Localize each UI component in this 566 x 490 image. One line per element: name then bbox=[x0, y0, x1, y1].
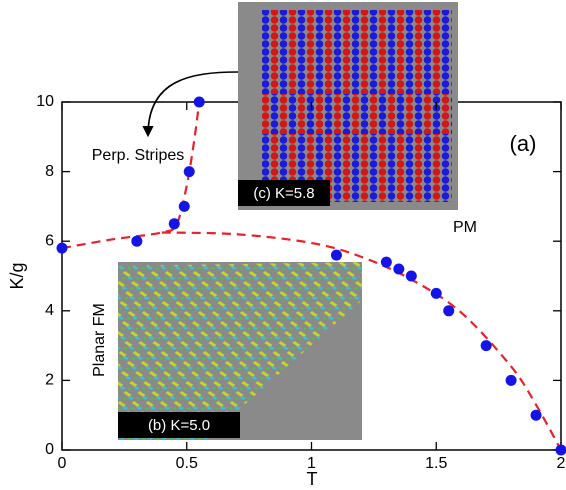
panel-label: (a) bbox=[510, 131, 537, 156]
data-point bbox=[193, 96, 205, 108]
y-tick-label: 0 bbox=[45, 441, 54, 458]
y-axis-label: K/g bbox=[7, 262, 27, 289]
data-point bbox=[430, 287, 442, 299]
inset-b-spins bbox=[118, 262, 362, 440]
inset-c-label: (c) K=5.8 bbox=[253, 185, 314, 202]
y-tick-label: 10 bbox=[36, 93, 54, 110]
inset-c-label-box bbox=[238, 180, 330, 206]
annotation: Perp. Stripes bbox=[92, 147, 184, 164]
x-tick-label: 2 bbox=[557, 455, 566, 472]
data-point bbox=[131, 235, 143, 247]
data-point bbox=[183, 166, 195, 178]
data-point bbox=[505, 374, 517, 386]
x-axis-label: T bbox=[307, 469, 318, 489]
data-point bbox=[380, 256, 392, 268]
inset-b-label: (b) K=5.0 bbox=[148, 417, 210, 434]
inset-c: (c) K=5.8 bbox=[238, 2, 458, 210]
data-point bbox=[530, 409, 542, 421]
data-point bbox=[330, 249, 342, 261]
x-tick-label: 1 bbox=[307, 455, 316, 472]
inset-b: (b) K=5.0 bbox=[118, 262, 362, 440]
data-point bbox=[168, 218, 180, 230]
x-tick-label: 1.5 bbox=[425, 455, 447, 472]
data-point bbox=[56, 242, 68, 254]
inset-b-label-box bbox=[118, 412, 240, 438]
arrow bbox=[142, 71, 239, 138]
y-tick-label: 8 bbox=[45, 163, 54, 180]
data-point bbox=[480, 340, 492, 352]
annotation: Planar FM bbox=[91, 303, 108, 377]
phase-boundary bbox=[61, 101, 201, 250]
x-tick-label: 0 bbox=[58, 455, 67, 472]
data-point bbox=[555, 444, 566, 456]
data-point bbox=[443, 305, 455, 317]
x-tick-label: 0.5 bbox=[176, 455, 198, 472]
data-point bbox=[405, 270, 417, 282]
data-point bbox=[393, 263, 405, 275]
y-tick-label: 2 bbox=[45, 372, 54, 389]
y-tick-label: 6 bbox=[45, 232, 54, 249]
annotation: PM bbox=[453, 219, 477, 236]
data-point bbox=[178, 200, 190, 212]
inset-c-spins bbox=[262, 10, 452, 94]
inset-c-spins bbox=[262, 94, 452, 134]
y-tick-label: 4 bbox=[45, 302, 54, 319]
